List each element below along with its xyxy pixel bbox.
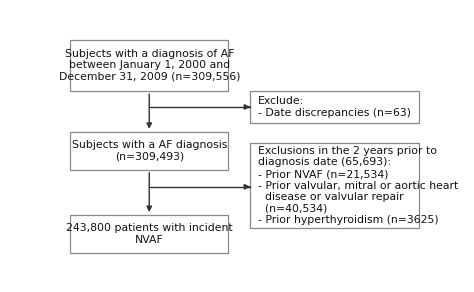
FancyBboxPatch shape: [250, 91, 419, 123]
Text: Subjects with a AF diagnosis
(n=309,493): Subjects with a AF diagnosis (n=309,493): [72, 140, 227, 162]
FancyBboxPatch shape: [70, 215, 228, 253]
Text: Subjects with a diagnosis of AF
between January 1, 2000 and
December 31, 2009 (n: Subjects with a diagnosis of AF between …: [58, 49, 240, 82]
FancyBboxPatch shape: [250, 143, 419, 228]
Text: Exclusions in the 2 years prior to
diagnosis date (65,693):
- Prior NVAF (n=21,5: Exclusions in the 2 years prior to diagn…: [258, 146, 458, 225]
Text: Exclude:
- Date discrepancies (n=63): Exclude: - Date discrepancies (n=63): [258, 96, 410, 118]
FancyBboxPatch shape: [70, 132, 228, 170]
FancyBboxPatch shape: [70, 39, 228, 91]
Text: 243,800 patients with incident
NVAF: 243,800 patients with incident NVAF: [66, 223, 233, 245]
